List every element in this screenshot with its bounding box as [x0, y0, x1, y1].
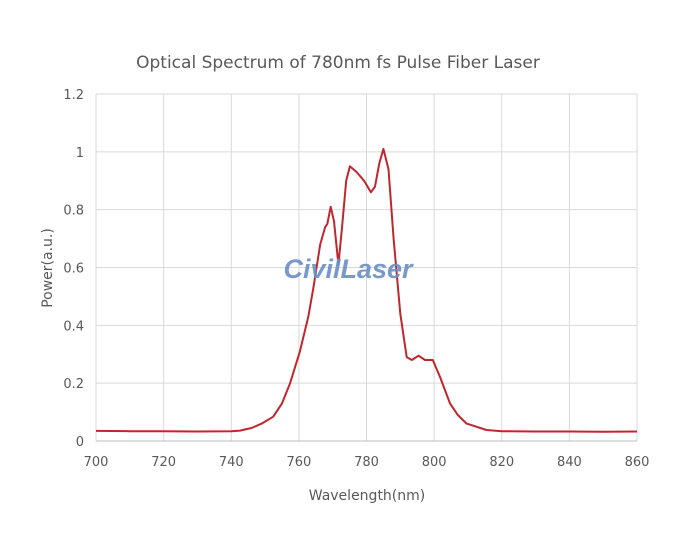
y-tick-label: 0.2 [63, 377, 84, 392]
y-tick-label: 0 [76, 435, 84, 450]
y-tick-label: 1 [76, 146, 84, 161]
spectrum-line [95, 147, 638, 433]
y-tick-label: 0.4 [63, 319, 84, 334]
series-group [95, 147, 638, 433]
y-tick-label: 0.8 [63, 204, 84, 219]
y-tick-label: 0.6 [63, 262, 84, 277]
watermark-logo: CivilLaser [283, 254, 414, 284]
grid [95, 93, 638, 442]
x-tick-label: 860 [625, 455, 650, 470]
y-tick-label: 1.2 [63, 88, 84, 103]
x-tick-label: 820 [489, 455, 514, 470]
x-tick-label: 800 [422, 455, 447, 470]
chart-title: Optical Spectrum of 780nm fs Pulse Fiber… [136, 53, 540, 73]
x-axis-label: Wavelength(nm) [309, 488, 425, 504]
x-tick-label: 760 [286, 455, 311, 470]
x-tick-label: 840 [557, 455, 582, 470]
y-axis-label: Power(a.u.) [40, 228, 56, 308]
x-axis-ticks: 700 720 740 760 780 800 820 840 860 [84, 455, 650, 470]
x-tick-label: 740 [219, 455, 244, 470]
x-tick-label: 720 [151, 455, 176, 470]
x-tick-label: 780 [354, 455, 379, 470]
y-axis-ticks: 0 0.2 0.4 0.6 0.8 1 1.2 [63, 88, 84, 450]
x-tick-label: 700 [84, 455, 109, 470]
